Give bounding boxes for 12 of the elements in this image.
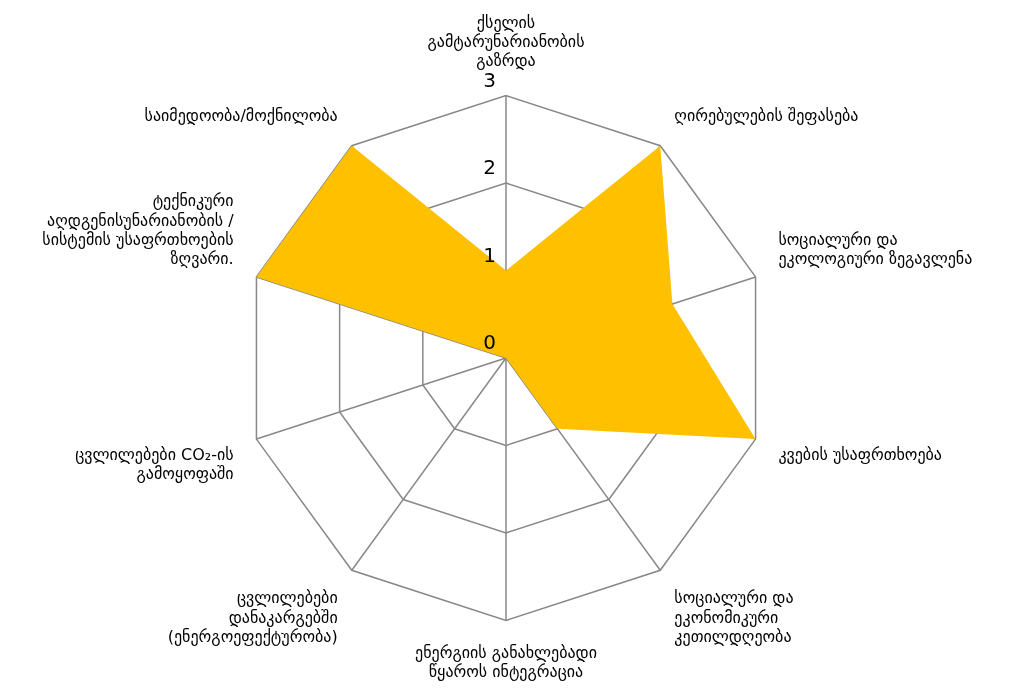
spoke-label: ენერგიის განახლებადი წყაროს ინტეგრაცია <box>415 643 597 682</box>
spoke-label: ქსელის გამტარუნარიანობის გაზრდა <box>427 12 585 71</box>
spoke-label: ცვლილებები დანაკარგებში (ენერგოეფექტურობა) <box>167 588 338 646</box>
spoke-label: ცვლილებები CO₂-ის გამოყოფაში <box>75 445 234 484</box>
y-tick-label: 0 <box>483 330 496 355</box>
spoke-label: სოციალური და ეკოლოგიური ზეგავლენა <box>778 229 973 269</box>
y-tick-label: 2 <box>483 155 496 180</box>
spoke-label: სოციალური და ეკონომიკური კეთილდღეობა <box>674 588 794 646</box>
spoke-label: ღირებულების შეფასება <box>674 105 859 125</box>
spoke-label: ტექნიკური აღდგენისუნარიანობის / სისტემის უსაფრთხოების ზღვარი. <box>42 191 235 269</box>
spoke-label: საიმედოობა/მოქნილობა <box>144 105 338 125</box>
spoke-label: კვების უსაფრთხოება <box>778 445 942 465</box>
